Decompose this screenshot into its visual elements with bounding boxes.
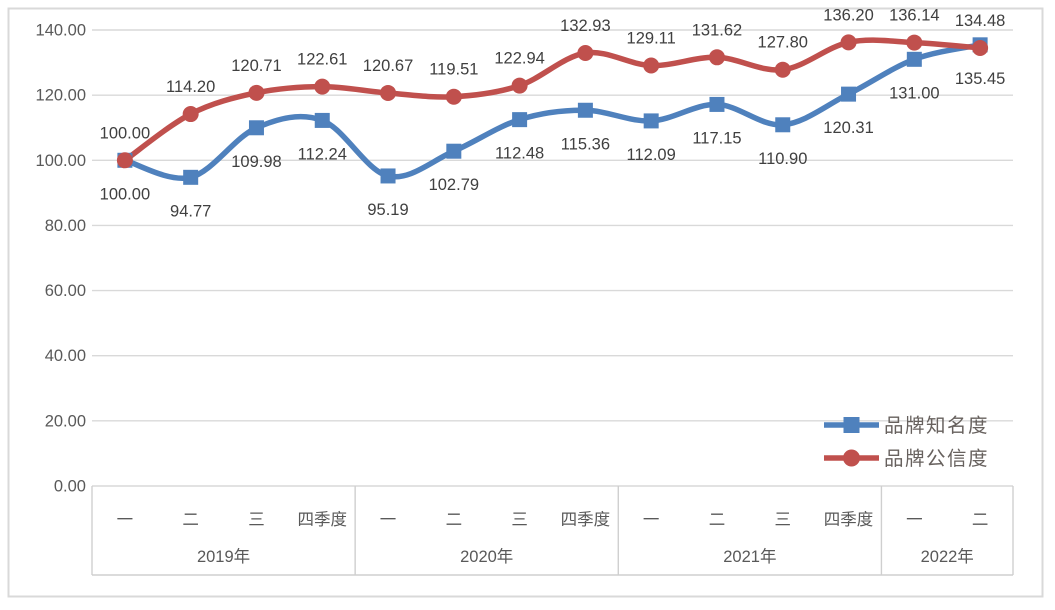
data-point-marker-circle <box>182 106 199 123</box>
x-tick-quarter-label: 三 <box>511 511 528 529</box>
chart-frame <box>7 7 1044 598</box>
y-tick-label: 20.00 <box>45 412 86 430</box>
data-label: 94.77 <box>170 202 211 220</box>
legend-key-circle-marker <box>843 449 860 467</box>
x-tick-quarter-label: 二 <box>182 511 199 529</box>
data-label: 131.00 <box>889 84 939 102</box>
y-tick-label: 100.00 <box>36 152 86 170</box>
data-label: 127.80 <box>758 34 808 52</box>
legend-label: 品牌知名度 <box>884 415 989 437</box>
data-point-marker-circle <box>248 84 265 101</box>
data-label: 112.24 <box>298 145 347 163</box>
data-label: 100.00 <box>100 124 150 142</box>
data-point-marker-square <box>512 112 528 128</box>
data-label: 120.67 <box>363 57 413 75</box>
x-tick-quarter-label: 二 <box>446 511 463 529</box>
x-tick-year-label: 2019年 <box>197 547 250 566</box>
x-tick-quarter-label: 三 <box>775 511 792 529</box>
data-point-marker-circle <box>643 57 660 74</box>
data-label: 109.98 <box>231 153 281 171</box>
x-tick-quarter-label: 一 <box>117 511 134 529</box>
data-point-marker-square <box>183 169 199 185</box>
data-label: 120.31 <box>823 119 873 137</box>
y-axis-labels: 0.00 20.00 40.00 60.00 80.00 100.00 120.00 140.… <box>36 22 86 496</box>
legend-item-blue[interactable]: 品牌知名度 <box>824 415 989 437</box>
y-tick-label: 60.00 <box>45 282 86 300</box>
x-tick-quarter-label: 二 <box>972 511 989 529</box>
series-markers-red <box>116 34 989 169</box>
data-point-marker-square <box>314 112 330 128</box>
data-point-marker-circle <box>840 34 857 51</box>
data-point-marker-circle <box>708 49 725 66</box>
legend-item-red[interactable]: 品牌公信度 <box>824 448 989 470</box>
data-point-marker-square <box>380 168 396 184</box>
x-axis: 一 二 三 四季度 2019年 一 二 三 四季度 2020年 一 二 三 四季度 2021年 一 二 2022年 <box>91 486 1014 576</box>
x-tick-quarter-label: 二 <box>709 511 726 529</box>
data-label: 129.11 <box>627 29 676 47</box>
data-label: 136.20 <box>823 6 873 24</box>
data-labels-red: 100.00 114.20 120.71 122.61 120.67 119.51 122.… <box>100 6 1006 142</box>
data-point-marker-circle <box>380 84 397 101</box>
data-label: 115.36 <box>561 135 610 153</box>
x-tick-quarter-label: 一 <box>380 511 397 529</box>
data-label: 134.48 <box>955 12 1005 30</box>
legend-label: 品牌公信度 <box>884 448 989 470</box>
data-label: 112.48 <box>495 145 544 163</box>
data-label: 119.51 <box>429 61 478 79</box>
data-label: 122.61 <box>297 51 347 69</box>
x-tick-year-label: 2021年 <box>723 547 776 566</box>
x-tick-year-label: 2022年 <box>921 547 974 566</box>
x-tick-quarter-label: 一 <box>643 511 660 529</box>
data-point-marker-circle <box>577 45 594 62</box>
data-point-marker-circle <box>314 78 331 95</box>
x-tick-quarter-label: 三 <box>248 511 265 529</box>
data-point-marker-square <box>775 117 791 133</box>
data-point-marker-square <box>643 113 659 129</box>
x-tick-quarter-label: 一 <box>906 511 923 529</box>
data-label: 132.93 <box>560 17 610 35</box>
data-label: 135.45 <box>955 70 1005 88</box>
data-labels-blue: 100.00 94.77 109.98 112.24 95.19 102.79 112.48… <box>100 70 1006 221</box>
data-label: 102.79 <box>429 176 479 194</box>
y-tick-label: 140.00 <box>36 22 86 40</box>
data-label: 112.09 <box>627 146 676 164</box>
data-label: 114.20 <box>166 78 215 96</box>
data-point-marker-circle <box>774 61 791 78</box>
y-tick-label: 80.00 <box>45 217 86 235</box>
data-label: 122.94 <box>494 50 544 68</box>
data-label: 120.71 <box>231 57 281 75</box>
data-point-marker-square <box>709 96 725 112</box>
data-point-marker-circle <box>906 34 923 51</box>
y-tick-label: 0.00 <box>54 478 86 496</box>
legend-key-square-marker <box>843 417 860 433</box>
data-label: 131.62 <box>692 21 742 39</box>
data-point-marker-circle <box>445 88 462 105</box>
data-point-marker-circle <box>972 39 989 56</box>
data-point-marker-square <box>248 120 264 136</box>
data-label: 100.00 <box>100 185 150 203</box>
x-tick-year-label: 2020年 <box>460 547 513 566</box>
data-point-marker-square <box>577 102 593 118</box>
data-label: 110.90 <box>758 150 807 168</box>
data-point-marker-square <box>446 143 462 159</box>
data-point-marker-circle <box>511 77 528 94</box>
x-tick-quarter-label: 四季度 <box>824 510 874 529</box>
x-tick-quarter-label: 四季度 <box>561 510 611 529</box>
data-label: 95.19 <box>367 201 408 219</box>
data-label: 117.15 <box>692 129 741 147</box>
data-point-marker-square <box>906 51 922 67</box>
y-tick-label: 120.00 <box>36 87 86 105</box>
data-point-marker-circle <box>116 152 133 169</box>
data-point-marker-square <box>841 86 857 102</box>
x-tick-quarter-label: 四季度 <box>298 510 348 529</box>
data-label: 136.14 <box>889 7 939 25</box>
y-tick-label: 40.00 <box>45 347 86 365</box>
